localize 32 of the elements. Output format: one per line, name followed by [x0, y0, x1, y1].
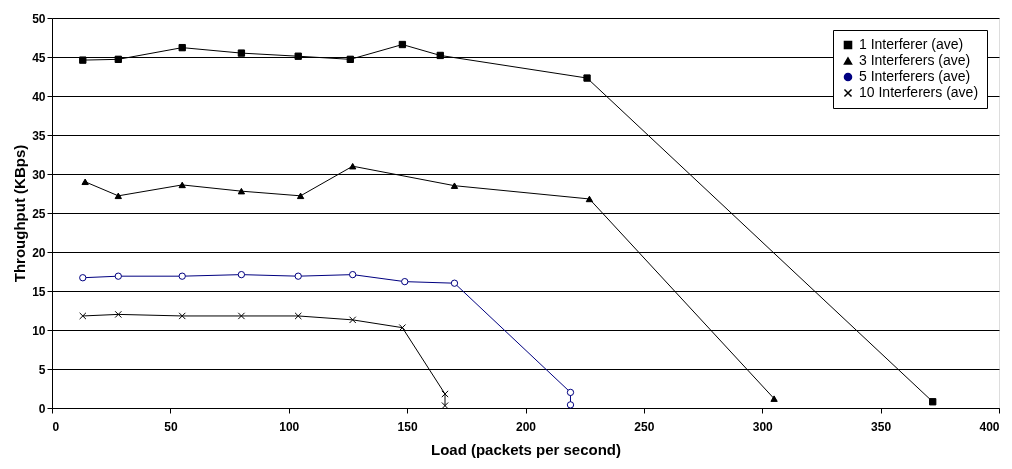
x-tick-label: 200	[515, 419, 537, 434]
point	[294, 312, 302, 320]
y-tick-label: 30	[32, 167, 46, 182]
y-tick-label: 45	[32, 50, 46, 65]
x-tick-label: 250	[634, 419, 655, 434]
y-tick-label: 15	[32, 284, 46, 299]
legend-label: 1 Interferer (ave)	[859, 36, 964, 52]
x-tick-label: 400	[979, 419, 1000, 434]
x-tick-label: 300	[752, 419, 774, 434]
x-tick-label: 50	[164, 419, 178, 434]
x-tick-label: 100	[279, 419, 300, 434]
y-tick-label: 20	[32, 245, 46, 260]
legend-label: 5 Interferers (ave)	[859, 68, 971, 84]
y-tick-label: 50	[32, 11, 46, 26]
x-tick-label: 0	[52, 419, 60, 434]
x-axis-title: Load (packets per second)	[430, 440, 622, 458]
point	[237, 312, 246, 320]
y-tick-label: 35	[32, 128, 46, 143]
point	[114, 310, 122, 319]
legend-label: 10 Interferers (ave)	[859, 84, 979, 100]
y-tick-label: 0	[38, 401, 46, 416]
legend-label: 3 Interferers (ave)	[859, 52, 971, 68]
y-tick-label: 40	[32, 89, 46, 104]
point	[178, 312, 186, 320]
y-tick-label: 5	[38, 362, 46, 377]
y-tick-label: 25	[32, 206, 46, 221]
x-tick-label: 350	[871, 419, 892, 434]
point	[79, 312, 87, 320]
x-tick-label: 150	[397, 419, 418, 434]
y-axis-title: Throughput (KBps)	[11, 144, 29, 283]
point	[349, 316, 357, 324]
y-tick-label: 10	[32, 323, 46, 338]
